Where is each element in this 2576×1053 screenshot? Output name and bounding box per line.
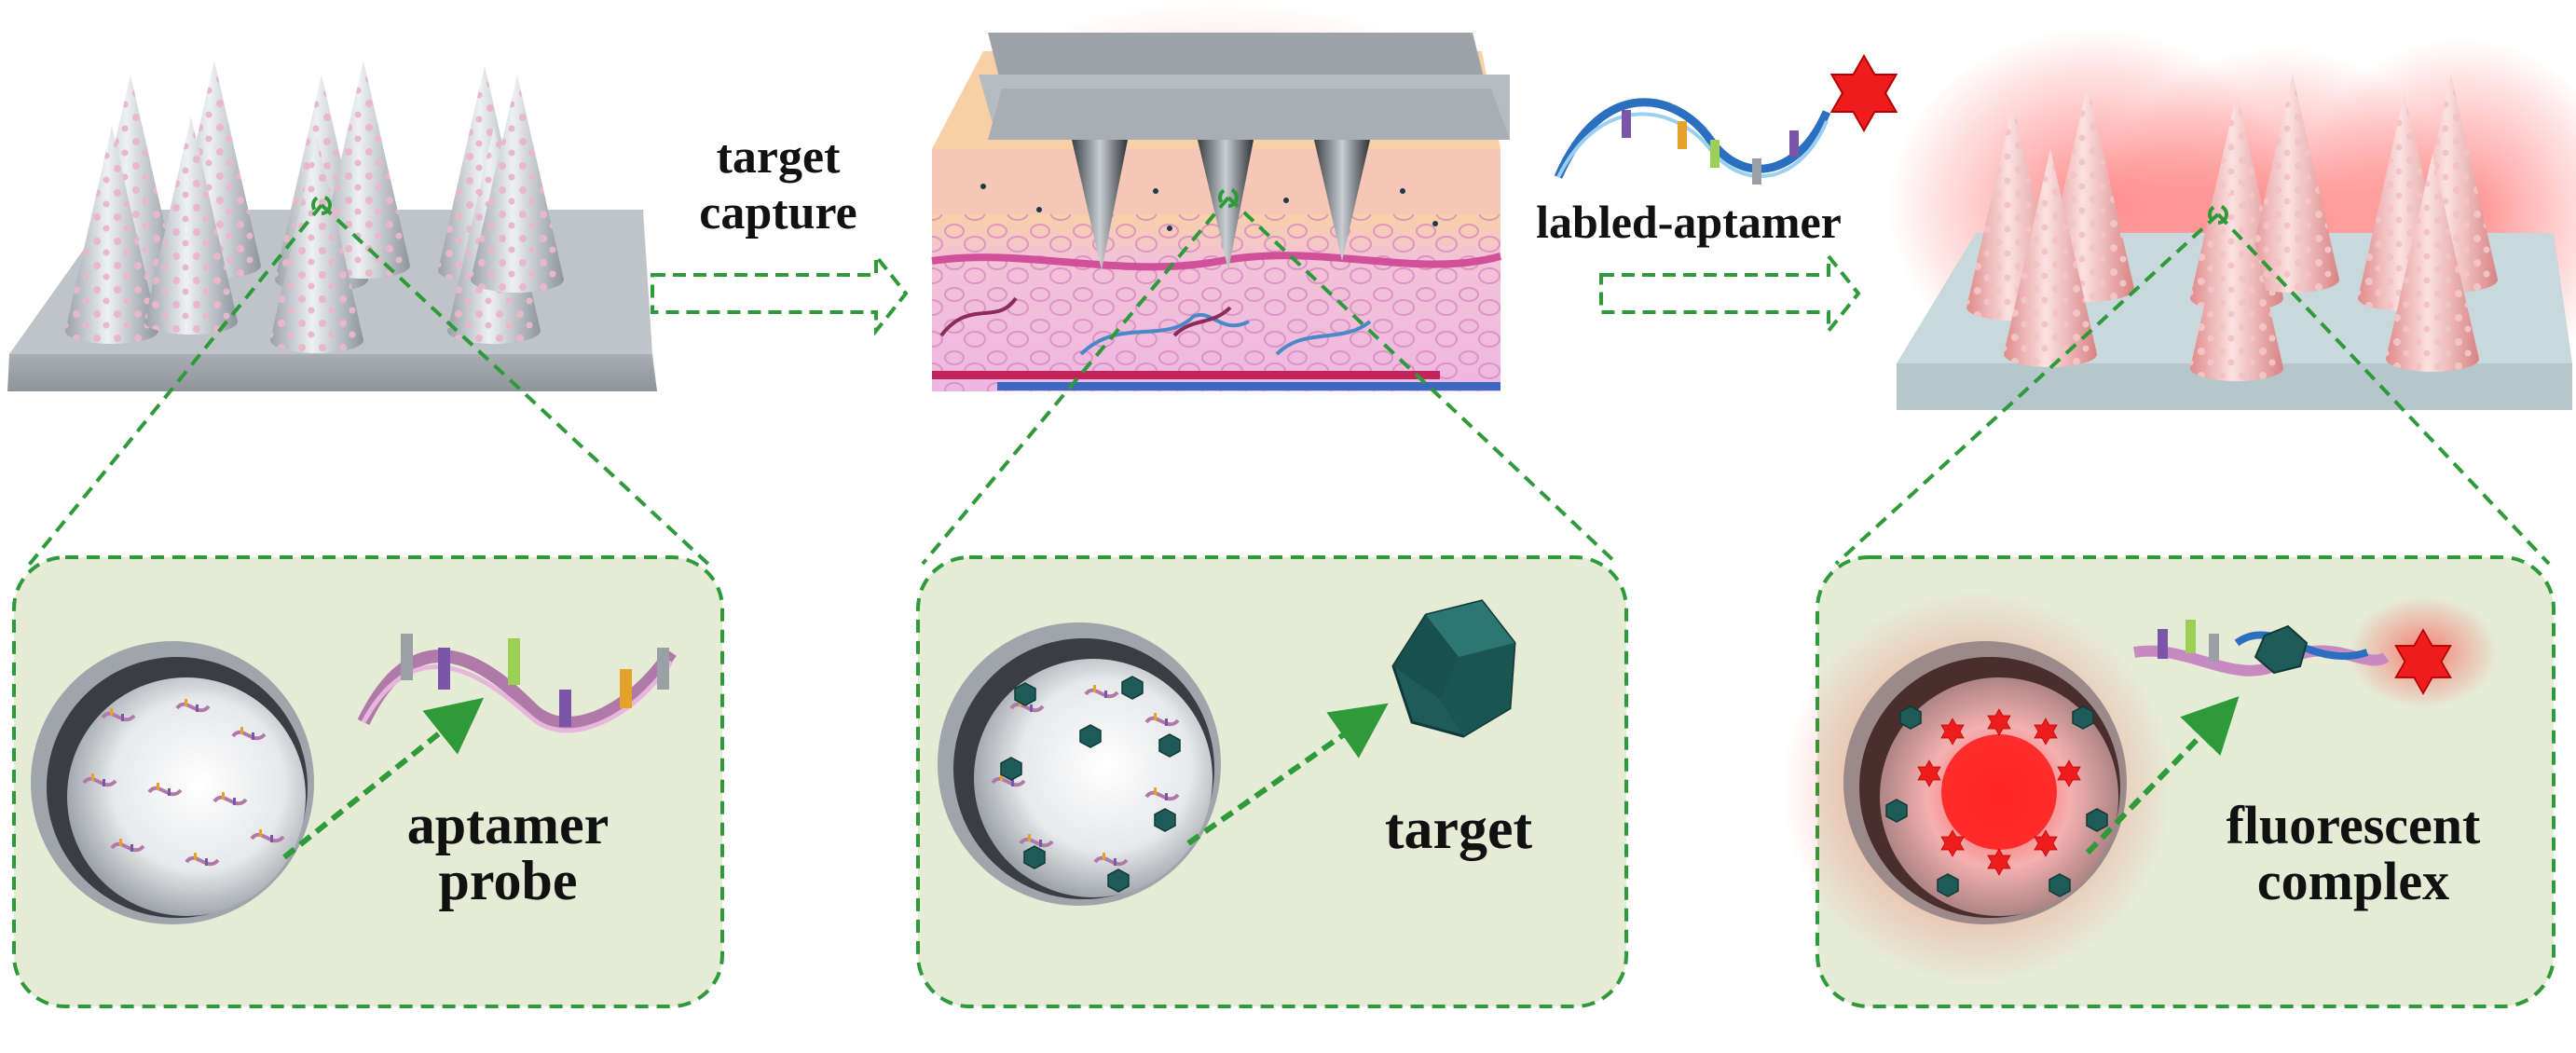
step1-label-line1: target [717, 130, 841, 184]
panel-target: target [916, 555, 1628, 1008]
panel2-label: target [1385, 798, 1533, 861]
polyhedron-target-icon [1391, 599, 1516, 738]
panel3-label-line1: fluorescent [2227, 795, 2481, 855]
step1-label-line2: capture [699, 186, 856, 239]
panel3-label-line2: complex [2257, 851, 2449, 911]
labeled-aptamer-icon [1554, 98, 1831, 185]
arrow-step1-icon [651, 251, 909, 336]
red-star-icon [1830, 55, 1898, 131]
aptamer-probe-icon [357, 634, 677, 733]
step2-label: labled-aptamer [1536, 196, 1842, 248]
fluorescent-complex-icon [2133, 596, 2498, 708]
panel1-label-line1: aptamer [407, 794, 610, 855]
zoom-guide-lines [24, 187, 2551, 570]
panel-fluorescent-complex: fluorescent complex [1780, 555, 2555, 1008]
microneedle-patch-left [7, 61, 657, 391]
panel-aptamer-probe: aptamer probe [12, 555, 724, 1008]
arrow-step2-icon [1599, 251, 1861, 336]
fluorescent-patch-right [1887, 28, 2576, 410]
panel1-label-line2: probe [439, 850, 578, 911]
skin-insertion-illustration [931, 0, 1510, 391]
